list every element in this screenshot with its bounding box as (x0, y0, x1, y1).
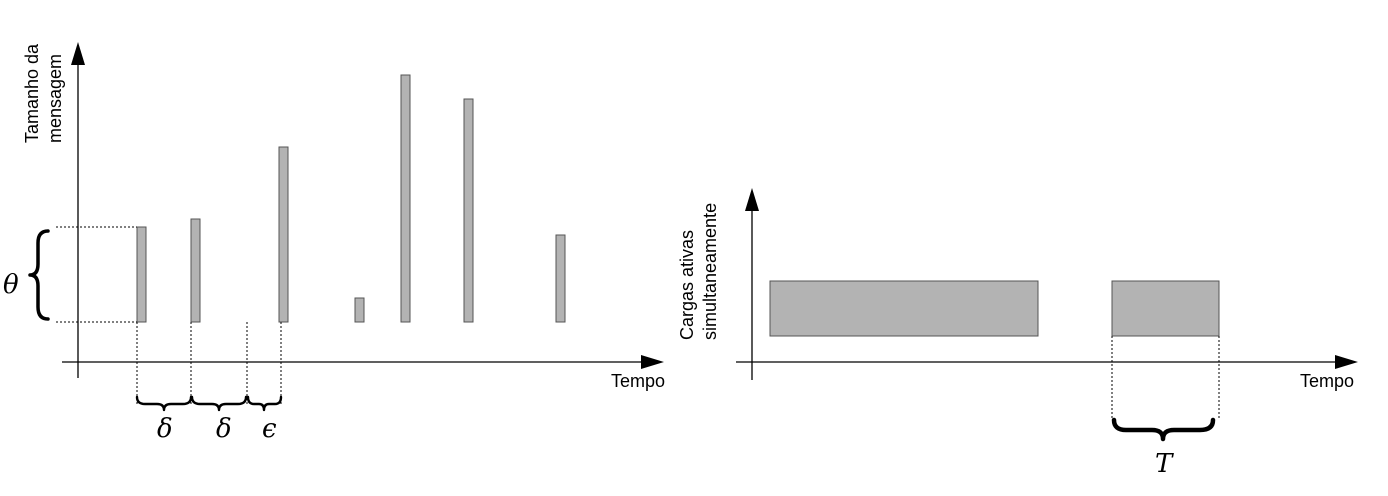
period-brace (1111, 417, 1216, 442)
message-bar (278, 146, 289, 323)
message-bar (463, 98, 474, 323)
right-y-axis-label-line2: simultaneamente (700, 203, 720, 340)
right-y-axis-label-line1: Cargas ativas (677, 230, 697, 340)
right-panel: Cargas ativas simultaneamente Tempo T (677, 188, 1358, 479)
active-load-block (1111, 280, 1220, 337)
message-bar (555, 234, 566, 323)
left-x-axis-label: Tempo (611, 371, 665, 391)
message-bar (354, 297, 365, 323)
period-symbol: T (1155, 449, 1174, 479)
left-y-axis-arrowhead (71, 42, 85, 65)
delta-symbol-1: δ (157, 414, 173, 444)
theta-brace (28, 229, 50, 321)
active-load-block (769, 280, 1039, 337)
left-x-axis-arrowhead (641, 355, 664, 369)
delta-symbol-2: δ (216, 414, 232, 444)
left-y-axis-label-line2: mensagem (45, 54, 65, 143)
right-x-axis-arrowhead (1335, 355, 1358, 369)
message-bar (190, 218, 201, 323)
epsilon-symbol: ϵ (262, 414, 277, 444)
left-panel: Tamanho da mensagem Tempo θ δ δ ϵ (3, 42, 665, 444)
left-y-axis-label-line1: Tamanho da (22, 43, 42, 143)
delta-brace-1 (135, 395, 193, 412)
right-y-axis-arrowhead (745, 188, 759, 211)
message-bar (400, 74, 411, 323)
right-x-axis-label: Tempo (1300, 371, 1354, 391)
message-bar (136, 226, 147, 323)
delta-brace-2 (190, 395, 248, 412)
epsilon-brace (246, 395, 283, 412)
theta-symbol: θ (3, 270, 19, 300)
